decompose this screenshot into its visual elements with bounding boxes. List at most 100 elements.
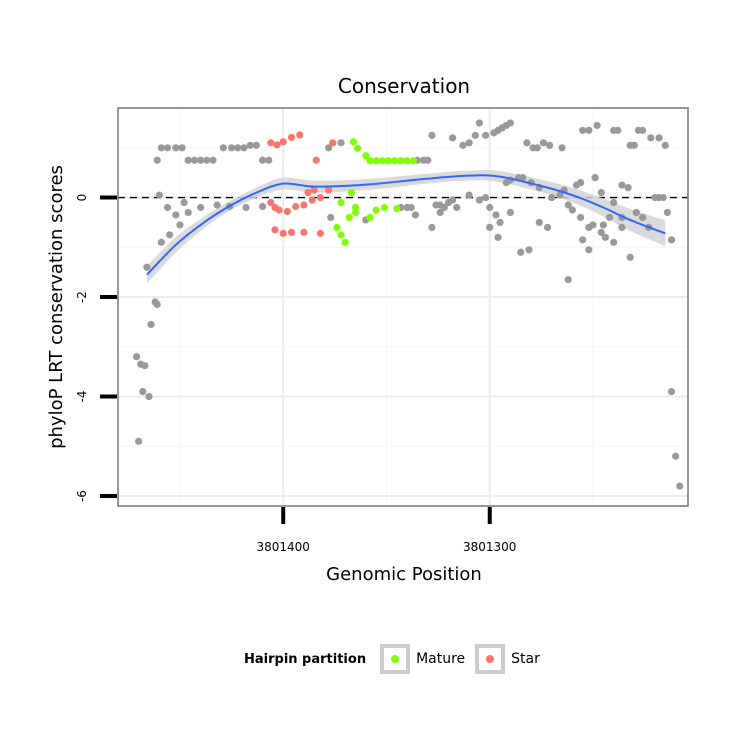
point-other — [525, 246, 533, 254]
point-other — [213, 201, 221, 209]
point-other — [597, 188, 605, 197]
point-other — [523, 139, 531, 147]
x-axis-label: Genomic Position — [326, 564, 482, 585]
point-other — [465, 139, 473, 147]
point-other — [676, 482, 684, 490]
point-other — [492, 211, 500, 219]
point-other — [558, 144, 566, 152]
point-other — [155, 191, 163, 199]
point-mature — [345, 213, 353, 222]
point-other — [610, 198, 618, 207]
point-other — [163, 144, 172, 152]
point-mature — [362, 152, 370, 160]
point-star — [275, 206, 283, 214]
point-mature — [333, 223, 341, 231]
point-other — [577, 179, 585, 187]
point-other — [601, 233, 609, 241]
point-star — [271, 226, 279, 234]
legend-title: Hairpin partition — [244, 651, 367, 667]
point-other — [597, 228, 605, 236]
legend-key-mature — [380, 644, 411, 674]
point-other — [143, 263, 151, 271]
point-other — [325, 144, 333, 152]
point-other — [486, 223, 494, 231]
point-other — [246, 141, 254, 149]
point-other — [145, 392, 153, 401]
point-other — [157, 238, 165, 246]
point-other — [197, 203, 205, 212]
point-mature — [409, 157, 417, 165]
mature-dot-icon — [391, 655, 400, 663]
point-mature — [337, 198, 345, 207]
point-star — [304, 188, 312, 197]
point-other — [178, 144, 186, 152]
point-other — [411, 211, 419, 219]
point-other — [219, 144, 227, 152]
point-other — [153, 156, 161, 164]
point-star — [316, 193, 324, 202]
y-tick-label: -4 — [75, 391, 89, 403]
point-other — [618, 181, 626, 189]
point-star — [300, 201, 308, 209]
point-other — [337, 139, 345, 147]
point-other — [166, 231, 174, 239]
point-other — [153, 300, 161, 309]
point-other — [506, 119, 514, 127]
point-other — [163, 203, 172, 212]
point-mature — [393, 204, 401, 213]
point-other — [172, 144, 180, 152]
point-mature — [337, 231, 345, 239]
y-tick-label: 0 — [75, 194, 89, 202]
point-other — [548, 193, 556, 202]
point-star — [308, 196, 316, 204]
point-other — [568, 206, 576, 214]
y-tick-label: -6 — [75, 490, 89, 502]
point-other — [258, 202, 267, 211]
point-other — [624, 184, 632, 192]
point-other — [428, 223, 436, 231]
point-other — [672, 452, 680, 460]
legend-label-mature: Mature — [416, 651, 466, 667]
point-star — [287, 228, 296, 236]
point-star — [325, 186, 333, 194]
y-axis-label: phyloP LRT conservation scores — [46, 165, 67, 449]
point-other — [593, 121, 601, 130]
point-mature — [378, 157, 386, 165]
point-other — [661, 141, 669, 149]
point-other — [591, 174, 599, 182]
point-star — [296, 131, 304, 139]
point-other — [184, 208, 192, 217]
point-star — [273, 141, 281, 149]
x-tick-label: 3801400 — [256, 540, 309, 554]
point-other — [539, 139, 548, 147]
point-other — [471, 131, 479, 139]
point-other — [535, 218, 543, 227]
point-other — [577, 213, 585, 222]
point-star — [316, 229, 324, 237]
x-axis: 3801400 3801300 — [256, 507, 516, 554]
point-other — [227, 144, 236, 152]
point-other — [614, 126, 622, 134]
point-other — [420, 156, 428, 164]
point-other — [465, 191, 473, 199]
point-mature — [372, 157, 380, 165]
point-mature — [366, 213, 374, 222]
point-other — [517, 248, 525, 256]
point-other — [556, 191, 564, 199]
data-points — [132, 119, 684, 490]
point-mature — [403, 157, 411, 165]
point-other — [258, 156, 267, 164]
point-other — [655, 134, 663, 142]
point-other — [506, 208, 514, 217]
point-other — [436, 208, 444, 217]
point-other — [564, 276, 572, 284]
point-other — [496, 218, 504, 227]
point-other — [157, 144, 165, 152]
point-other — [494, 233, 502, 241]
point-other — [659, 193, 667, 202]
point-other — [440, 203, 448, 212]
point-other — [585, 246, 593, 254]
point-other — [132, 353, 141, 361]
point-other — [605, 213, 614, 222]
